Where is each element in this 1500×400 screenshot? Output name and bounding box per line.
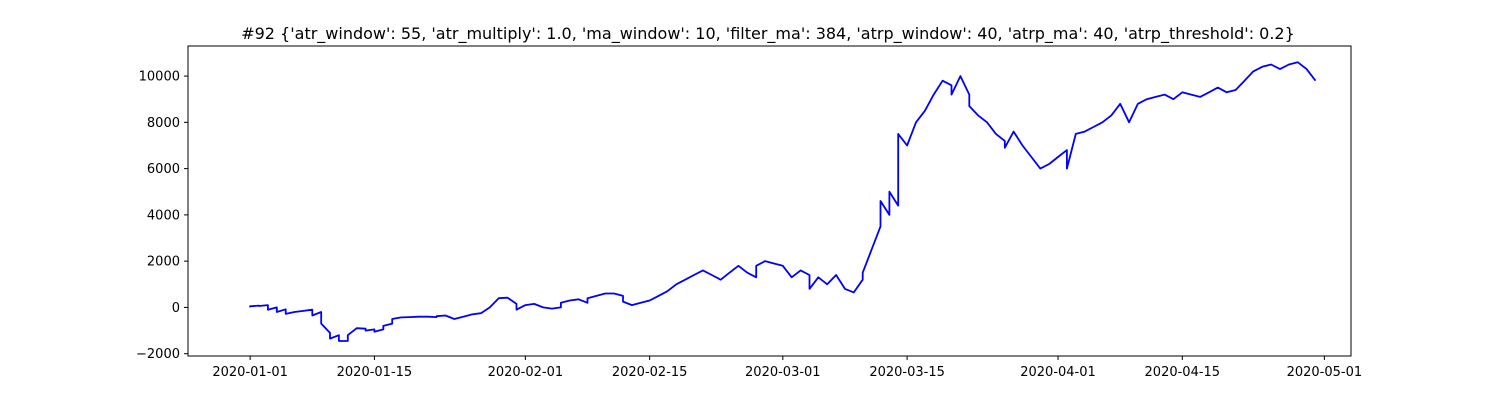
x-tick-label: 2020-02-01: [488, 365, 564, 380]
y-tick-label: 0: [172, 301, 180, 316]
x-tick-label: 2020-05-01: [1287, 365, 1363, 380]
x-tick-label: 2020-01-15: [337, 365, 413, 380]
y-tick-label: 10000: [139, 70, 180, 85]
y-tick-label: 4000: [147, 208, 180, 223]
x-tick-label: 2020-03-01: [745, 365, 821, 380]
y-tick-label: 6000: [147, 162, 180, 177]
x-tick-label: 2020-01-01: [212, 365, 288, 380]
plot-area-frame: [187, 45, 1352, 357]
x-tick-label: 2020-03-15: [869, 365, 945, 380]
series-line: [249, 61, 1317, 342]
y-axis: −2000 0 2000 4000 6000 8000 10000: [136, 70, 188, 362]
y-tick-label: 8000: [147, 116, 180, 131]
y-tick-label: −2000: [136, 347, 180, 362]
y-tick-label: 2000: [147, 255, 180, 270]
x-axis: 2020-01-01 2020-01-15 2020-02-01 2020-02-15…: [212, 356, 1362, 380]
x-tick-label: 2020-04-15: [1145, 365, 1221, 380]
x-tick-label: 2020-02-15: [612, 365, 688, 380]
chart-title: #92 {'atr_window': 55, 'atr_multiply': 1…: [241, 24, 1295, 44]
x-tick-label: 2020-04-01: [1020, 365, 1096, 380]
